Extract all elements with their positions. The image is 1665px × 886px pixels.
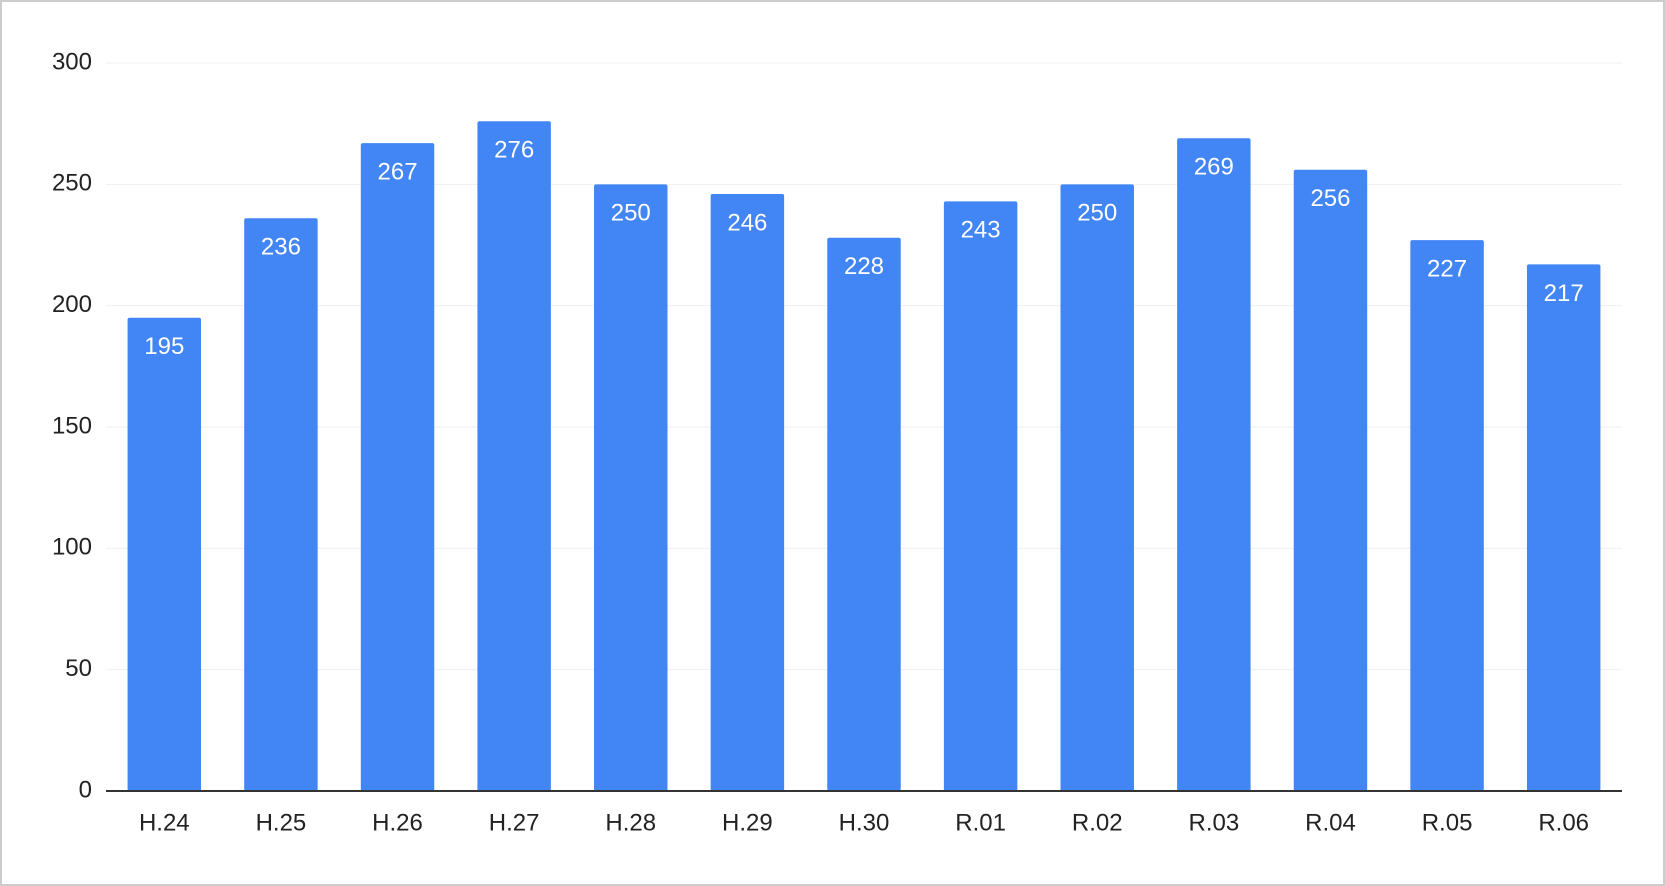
data-label: 246 [727,209,767,236]
x-tick-label: H.30 [839,809,890,836]
bar [360,143,435,791]
bar [943,201,1018,791]
data-label: 243 [961,217,1001,244]
x-tick-label: R.03 [1188,809,1239,836]
data-label: 267 [378,158,418,185]
data-label: 195 [144,333,184,360]
y-tick-label: 50 [65,655,92,682]
x-tick-label: H.24 [139,809,190,836]
bar [1177,138,1251,791]
x-tick-label: R.06 [1538,809,1589,836]
x-tick-label: R.02 [1072,809,1123,836]
y-tick-label: 0 [79,776,92,803]
bar [594,184,668,792]
y-tick-label: 250 [52,170,92,197]
y-tick-label: 100 [52,534,92,561]
bar [827,237,901,792]
data-label: 256 [1310,185,1350,212]
data-label: 228 [844,253,884,280]
data-label: 269 [1194,154,1234,181]
x-tick-label: R.04 [1305,809,1356,836]
x-tick-label: H.27 [489,809,540,836]
x-tick-label: H.28 [605,809,656,836]
data-label: 227 [1427,255,1467,282]
x-tick-label: H.29 [722,809,773,836]
data-label: 250 [1077,200,1117,227]
data-label: 250 [611,200,651,227]
bar [244,218,318,792]
bar [1410,240,1484,791]
y-tick-label: 300 [52,48,92,75]
bar [710,194,785,792]
data-label: 276 [494,137,534,164]
data-label: 217 [1544,280,1584,307]
y-tick-label: 200 [52,291,92,318]
bar [127,317,202,791]
bar [1293,169,1368,792]
x-tick-label: R.01 [955,809,1006,836]
x-tick-label: R.05 [1422,809,1473,836]
data-label: 236 [261,234,301,261]
x-tick-label: H.25 [256,809,307,836]
x-tick-label: H.26 [372,809,423,836]
y-tick-label: 150 [52,412,92,439]
bar [1060,184,1134,792]
bar [477,121,551,792]
bar [1526,264,1601,791]
